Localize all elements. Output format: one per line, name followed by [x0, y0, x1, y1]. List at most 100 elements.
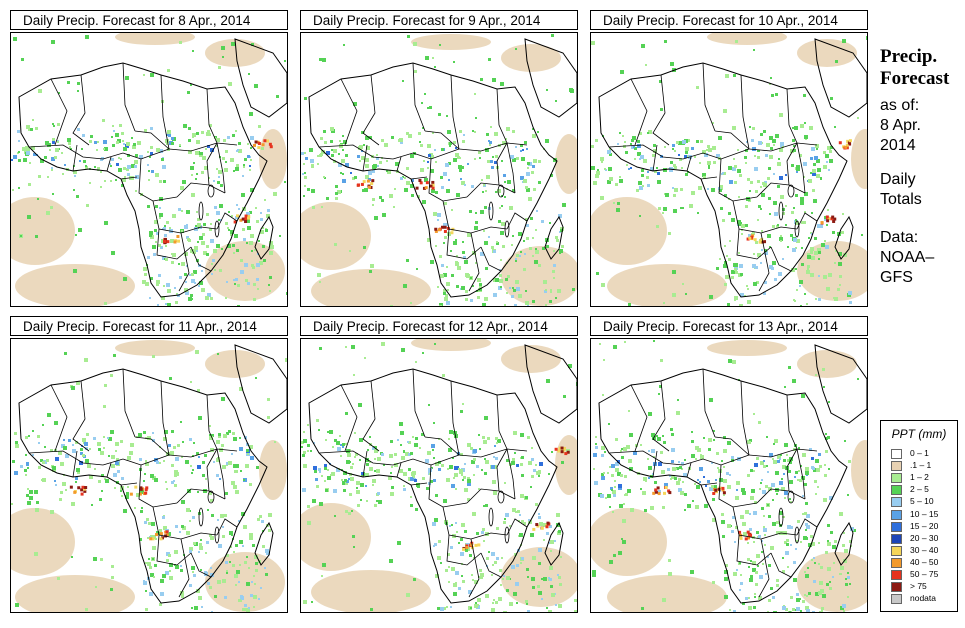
precip-cell — [815, 493, 817, 495]
precip-cell — [813, 163, 816, 166]
precip-cell — [600, 196, 604, 200]
precip-cell — [248, 607, 250, 609]
precip-cell — [521, 520, 524, 523]
country-border — [652, 144, 658, 172]
precip-cell — [745, 205, 748, 208]
precip-cell — [145, 590, 147, 592]
precip-cell — [742, 602, 745, 605]
heavy-precip-cell — [69, 485, 73, 489]
asof-date-line1: 8 Apr. — [880, 117, 921, 134]
country-border — [700, 176, 718, 180]
precip-cell — [455, 147, 457, 149]
precip-cell — [252, 544, 255, 547]
precip-cell — [809, 448, 812, 451]
precip-cell — [617, 202, 620, 205]
precip-cell — [363, 246, 366, 249]
precip-cell — [678, 478, 681, 481]
precip-cell — [188, 139, 191, 142]
precip-cell — [749, 439, 752, 442]
precip-cell — [792, 248, 796, 252]
precip-cell — [63, 439, 65, 441]
precip-cell — [85, 166, 88, 169]
precip-cell — [52, 193, 54, 195]
precip-cell — [514, 553, 517, 556]
precip-cell — [758, 535, 761, 538]
precip-cell — [382, 213, 386, 217]
precip-cell — [643, 159, 647, 163]
precip-cell — [171, 142, 174, 145]
precip-cell — [330, 140, 333, 143]
precip-cell — [498, 597, 502, 601]
country-border — [686, 462, 692, 478]
precip-cell — [194, 606, 198, 610]
precip-cell — [75, 234, 77, 236]
precip-cell — [782, 465, 786, 469]
precip-cell — [531, 577, 535, 581]
precip-cell — [536, 210, 538, 212]
precip-cell — [827, 542, 831, 546]
precip-cell — [713, 439, 715, 441]
precip-cell — [684, 155, 687, 158]
precip-cell — [435, 161, 437, 163]
precip-cell — [696, 485, 700, 489]
precip-cell — [179, 531, 181, 533]
precip-cell — [100, 451, 104, 455]
precip-cell — [448, 162, 451, 165]
heavy-precip-cell — [73, 490, 77, 494]
precip-cell — [430, 480, 433, 483]
precip-cell — [348, 478, 350, 480]
heavy-precip-cell — [241, 217, 245, 221]
precip-cell — [596, 171, 600, 175]
precip-cell — [400, 177, 403, 180]
legend-item: 2 – 5 — [891, 484, 955, 496]
precip-cell — [817, 226, 819, 228]
precip-cell — [811, 457, 814, 460]
precip-cell — [664, 483, 668, 487]
precip-cell — [449, 525, 451, 527]
precip-cell — [629, 433, 633, 437]
precip-cell — [488, 551, 490, 553]
precip-cell — [557, 574, 559, 576]
heavy-precip-cell — [139, 487, 143, 491]
precip-cell — [753, 282, 757, 286]
precip-cell — [504, 518, 506, 520]
precip-cell — [555, 236, 558, 239]
precip-cell — [497, 439, 501, 443]
precip-cell — [506, 459, 509, 462]
precip-cell — [504, 196, 506, 198]
precip-cell — [526, 188, 530, 192]
precip-cell — [816, 159, 820, 163]
precip-cell — [100, 171, 102, 173]
precip-cell — [721, 513, 724, 516]
precip-cell — [334, 243, 337, 246]
precip-cell — [632, 136, 636, 140]
precip-cell — [497, 189, 501, 193]
precip-cell — [359, 160, 361, 162]
precip-cell — [536, 471, 540, 475]
precip-cell — [149, 234, 152, 237]
precip-cell — [679, 466, 681, 468]
precip-cell — [527, 436, 530, 439]
precip-cell — [122, 178, 126, 182]
precip-cell — [165, 258, 168, 261]
precip-cell — [445, 569, 448, 572]
precip-cell — [804, 211, 806, 213]
heavy-precip-cell — [440, 225, 444, 229]
precip-cell — [814, 156, 818, 160]
precip-cell — [84, 442, 88, 446]
precip-cell — [545, 304, 547, 306]
precip-cell — [141, 507, 143, 509]
precip-cell — [17, 130, 20, 133]
precip-cell — [184, 273, 187, 276]
precip-cell — [394, 188, 396, 190]
heavy-precip-cell — [443, 225, 447, 229]
heavy-precip-cell — [560, 446, 564, 450]
precip-cell — [349, 493, 352, 496]
precip-cell — [546, 89, 548, 91]
precip-cell — [255, 569, 258, 572]
precip-cell — [233, 252, 235, 254]
precip-cell — [365, 175, 369, 179]
country-border — [176, 182, 226, 198]
precip-cell — [617, 143, 619, 145]
precip-cell — [152, 535, 156, 539]
